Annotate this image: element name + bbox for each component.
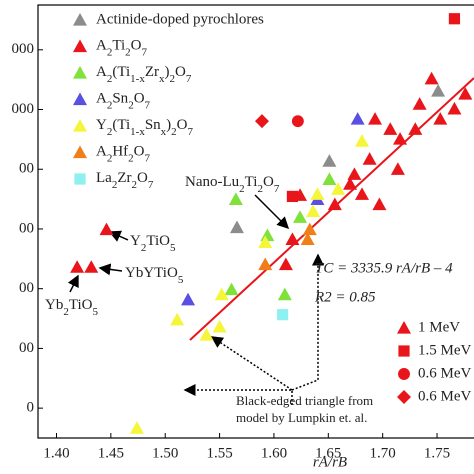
y-tick-label: 00 [19, 340, 34, 356]
point [327, 197, 342, 211]
legend-label: A2Sn2O7 [96, 91, 151, 111]
point [84, 260, 99, 273]
legend-marker [73, 119, 87, 132]
point [372, 197, 387, 211]
legend-marker [398, 345, 410, 357]
y-tick-label: 00 [19, 220, 34, 236]
point [277, 309, 289, 321]
point [291, 115, 304, 128]
point [260, 228, 275, 242]
legend-label: 0.6 MeV [418, 388, 471, 404]
point [286, 190, 299, 203]
point [362, 152, 377, 165]
legend-label: 1.5 MeV [418, 342, 471, 358]
legend-marker [73, 13, 87, 26]
annotation: model by Lumpkin et. al. [236, 410, 367, 425]
point [293, 210, 308, 223]
x-tick-label: 1.45 [98, 445, 124, 461]
point [331, 182, 346, 195]
legend-marker [73, 39, 87, 53]
point [181, 292, 196, 306]
point [229, 220, 244, 234]
legend-marker [397, 390, 411, 404]
point [368, 112, 383, 125]
point [278, 257, 293, 271]
legend-marker [73, 66, 87, 79]
legend-label: A2Hf2O7 [96, 144, 151, 164]
point [412, 97, 427, 110]
point [258, 257, 273, 271]
y-tick-label: 000 [12, 101, 35, 117]
point [383, 122, 398, 135]
equation: TC = 3335.9 rA/rB – 4 [315, 260, 453, 276]
x-tick-label: 1.50 [152, 445, 178, 461]
point [254, 114, 269, 129]
legend-label: Actinide-doped pyrochlores [96, 11, 264, 27]
annotation: Nano-Lu2Ti2O7 [185, 174, 280, 194]
point [424, 71, 439, 85]
point [458, 86, 473, 100]
legend-label: A2(Ti1-xZrx)2O7 [96, 64, 192, 84]
point [347, 167, 362, 180]
x-tick-label: 1.40 [43, 445, 69, 461]
point [310, 187, 325, 200]
point [228, 192, 243, 206]
point [322, 154, 337, 167]
point [355, 134, 370, 147]
annotation: Y2TiO5 [130, 233, 176, 253]
point [447, 101, 462, 115]
legend-label: 0.6 MeV [418, 365, 471, 381]
legend-label: La2Zr2O7 [96, 170, 154, 190]
legend-marker [73, 92, 87, 106]
point [285, 232, 300, 246]
point [300, 232, 315, 246]
point [343, 177, 358, 190]
x-tick-label: 1.60 [261, 445, 287, 461]
point [277, 287, 292, 301]
point [70, 260, 85, 273]
point [355, 187, 370, 200]
x-tick-label: 1.55 [206, 445, 232, 461]
annotation: Black-edged triangle from [236, 393, 373, 408]
y-tick-label: 00 [19, 161, 34, 177]
annotation-arrows [67, 194, 324, 405]
point [224, 282, 239, 296]
point [431, 84, 446, 97]
plot-frame [37, 4, 474, 439]
point [214, 287, 229, 301]
point [408, 122, 423, 135]
point [322, 172, 337, 185]
x-tick-label: 1.70 [370, 445, 396, 461]
point [390, 162, 405, 175]
point [212, 319, 227, 333]
legend-label: A2Ti2O7 [96, 38, 148, 58]
legend-label: 1 MeV [418, 319, 460, 335]
x-tick-label: 1.75 [424, 445, 450, 461]
point [393, 132, 408, 145]
point [448, 13, 461, 25]
point [170, 312, 185, 326]
point [302, 222, 317, 236]
legend-marker [398, 368, 410, 380]
y-tick-label: 000 [12, 41, 35, 57]
x-axis-label: rA/rB [313, 454, 347, 470]
point [199, 327, 214, 341]
legend-marker [74, 173, 86, 185]
point [306, 204, 321, 217]
legend-marker [73, 145, 87, 159]
legend-label: Y2(Ti1-xSnx)2O7 [96, 117, 194, 137]
point [258, 235, 273, 249]
annotation: YbYTiO5 [125, 265, 184, 285]
y-tick-label: 00 [19, 280, 34, 296]
r-squared: R2 = 0.85 [314, 289, 376, 305]
y-tick-label: 0 [27, 400, 35, 416]
annotation: Yb2TiO5 [45, 297, 98, 317]
x-tick-label: 1.65 [315, 445, 341, 461]
point [433, 112, 448, 125]
point [129, 421, 144, 434]
legend-marker [397, 321, 411, 334]
point [99, 222, 114, 236]
point [350, 112, 365, 125]
